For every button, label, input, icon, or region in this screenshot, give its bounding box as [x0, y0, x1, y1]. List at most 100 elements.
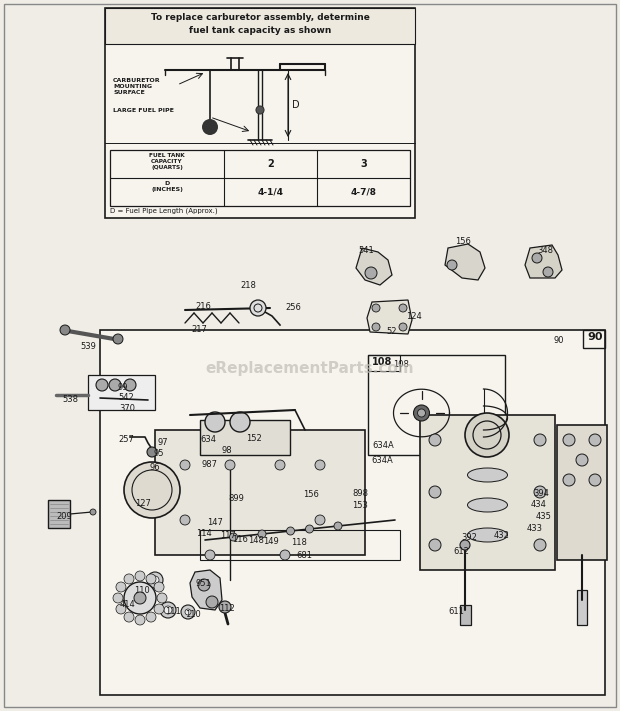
- Circle shape: [315, 460, 325, 470]
- Circle shape: [205, 412, 225, 432]
- Text: 541: 541: [358, 246, 374, 255]
- Text: 147: 147: [207, 518, 223, 527]
- Circle shape: [146, 612, 156, 622]
- Text: 156: 156: [303, 490, 319, 499]
- Circle shape: [116, 582, 126, 592]
- Text: 218: 218: [240, 281, 256, 290]
- Circle shape: [180, 515, 190, 525]
- Text: 111: 111: [165, 607, 181, 616]
- Circle shape: [124, 612, 134, 622]
- Text: 634: 634: [200, 435, 216, 444]
- Text: 90: 90: [553, 336, 564, 345]
- Ellipse shape: [467, 498, 508, 512]
- Circle shape: [90, 509, 96, 515]
- Text: 116: 116: [232, 535, 248, 544]
- Circle shape: [256, 106, 264, 114]
- Polygon shape: [525, 245, 562, 278]
- Circle shape: [372, 304, 380, 312]
- Circle shape: [160, 602, 176, 618]
- Circle shape: [113, 593, 123, 603]
- Circle shape: [124, 582, 156, 614]
- Text: 90: 90: [588, 332, 603, 342]
- Text: 2: 2: [267, 159, 274, 169]
- Circle shape: [563, 434, 575, 446]
- Circle shape: [154, 582, 164, 592]
- Circle shape: [315, 515, 325, 525]
- Circle shape: [154, 604, 164, 614]
- Text: eReplacementParts.com: eReplacementParts.com: [206, 360, 414, 375]
- Circle shape: [534, 539, 546, 551]
- Text: 216: 216: [195, 302, 211, 311]
- Circle shape: [429, 539, 441, 551]
- Text: 348: 348: [537, 246, 553, 255]
- Circle shape: [185, 609, 191, 615]
- Circle shape: [164, 606, 172, 614]
- Circle shape: [576, 454, 588, 466]
- Polygon shape: [420, 415, 555, 570]
- Ellipse shape: [467, 528, 508, 542]
- Text: CARBURETOR
MOUNTING
SURFACE: CARBURETOR MOUNTING SURFACE: [113, 78, 161, 95]
- Text: 435: 435: [536, 512, 552, 521]
- Text: 392: 392: [461, 533, 477, 542]
- Text: 96: 96: [149, 463, 159, 472]
- Text: 127: 127: [135, 499, 151, 508]
- Circle shape: [460, 540, 470, 550]
- Circle shape: [280, 550, 290, 560]
- Text: 433: 433: [527, 524, 543, 533]
- Text: 612: 612: [453, 547, 469, 556]
- Circle shape: [146, 574, 156, 584]
- Circle shape: [96, 379, 108, 391]
- Text: 370: 370: [119, 404, 135, 413]
- Circle shape: [258, 530, 266, 538]
- Circle shape: [124, 379, 136, 391]
- Polygon shape: [105, 8, 415, 218]
- Text: LARGE FUEL PIPE: LARGE FUEL PIPE: [113, 108, 174, 113]
- Text: 117: 117: [220, 531, 236, 540]
- Circle shape: [230, 412, 250, 432]
- Text: 4-1/4: 4-1/4: [257, 188, 283, 196]
- Circle shape: [534, 434, 546, 446]
- Polygon shape: [105, 8, 415, 44]
- Circle shape: [181, 605, 195, 619]
- Circle shape: [109, 379, 121, 391]
- Circle shape: [124, 574, 134, 584]
- Text: 114: 114: [196, 529, 212, 538]
- Text: 124: 124: [406, 312, 422, 321]
- Circle shape: [447, 260, 457, 270]
- Text: 209: 209: [56, 512, 72, 521]
- Text: 217: 217: [191, 325, 207, 334]
- Circle shape: [250, 300, 266, 316]
- Ellipse shape: [467, 468, 508, 482]
- Text: 149: 149: [263, 537, 279, 546]
- Circle shape: [399, 304, 407, 312]
- Text: 108: 108: [393, 360, 409, 369]
- Circle shape: [365, 267, 377, 279]
- Circle shape: [286, 527, 294, 535]
- Circle shape: [113, 334, 123, 344]
- Text: 681: 681: [296, 551, 312, 560]
- Polygon shape: [100, 330, 605, 695]
- Circle shape: [532, 253, 542, 263]
- Text: 257: 257: [118, 435, 134, 444]
- Polygon shape: [190, 570, 222, 610]
- Text: 98: 98: [222, 446, 232, 455]
- Polygon shape: [88, 375, 155, 410]
- Circle shape: [134, 592, 146, 604]
- Circle shape: [180, 460, 190, 470]
- Circle shape: [198, 579, 210, 591]
- Polygon shape: [445, 244, 485, 280]
- Text: 110: 110: [134, 586, 150, 595]
- Text: 394: 394: [533, 489, 549, 498]
- Polygon shape: [155, 430, 365, 555]
- Polygon shape: [48, 500, 70, 528]
- Circle shape: [543, 267, 553, 277]
- Circle shape: [135, 615, 145, 625]
- Text: 97: 97: [157, 438, 167, 447]
- Circle shape: [534, 486, 546, 498]
- Circle shape: [205, 550, 215, 560]
- Circle shape: [399, 323, 407, 331]
- Circle shape: [334, 522, 342, 530]
- Text: FUEL TANK
CAPACITY
(QUARTS): FUEL TANK CAPACITY (QUARTS): [149, 153, 185, 170]
- Text: 539: 539: [80, 342, 96, 351]
- Circle shape: [589, 474, 601, 486]
